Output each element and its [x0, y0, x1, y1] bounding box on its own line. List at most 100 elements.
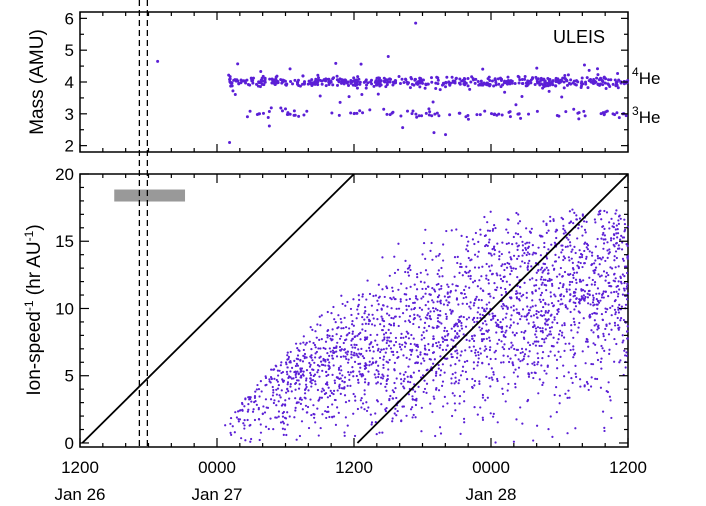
speed-point: [467, 316, 471, 319]
speed-point: [364, 365, 367, 368]
speed-point: [504, 400, 507, 403]
speed-point: [626, 330, 629, 333]
speed-point: [610, 217, 613, 220]
speed-point: [424, 228, 427, 231]
speed-point: [366, 336, 369, 339]
he3-point: [599, 112, 603, 116]
speed-point: [255, 388, 258, 391]
speed-point: [501, 279, 504, 283]
speed-point: [471, 238, 474, 241]
speed-point: [348, 378, 351, 381]
scattered-mass-point: [318, 94, 322, 98]
speed-point: [462, 333, 465, 336]
speed-point: [289, 370, 292, 373]
speed-point: [393, 361, 396, 364]
speed-point: [302, 348, 305, 352]
speed-point: [491, 378, 494, 381]
speed-point: [608, 348, 611, 351]
speed-point: [468, 339, 471, 342]
he3-point: [405, 109, 409, 113]
speed-point: [595, 292, 598, 295]
speed-point: [451, 392, 454, 395]
speed-point: [559, 329, 562, 332]
scattered-mass-point: [547, 89, 551, 93]
speed-point: [512, 304, 515, 308]
speed-point: [547, 355, 550, 358]
speed-point: [565, 236, 568, 239]
speed-point: [314, 421, 317, 424]
speed-point: [616, 284, 620, 288]
speed-point: [573, 353, 576, 356]
speed-point: [290, 377, 294, 380]
speed-point: [527, 372, 530, 375]
speed-point: [445, 338, 448, 342]
speed-point: [617, 265, 620, 268]
speed-point: [519, 265, 522, 268]
speed-point: [416, 345, 420, 348]
speed-point: [300, 374, 303, 377]
speed-point: [382, 325, 386, 328]
speed-point: [604, 279, 607, 282]
speed-point: [600, 296, 604, 299]
speed-point: [350, 339, 353, 342]
speed-point: [431, 299, 434, 302]
speed-point: [492, 373, 495, 376]
he4-point: [523, 77, 527, 81]
speed-point: [419, 280, 423, 283]
speed-point: [546, 319, 549, 322]
speed-point: [324, 347, 327, 350]
he3-point: [527, 112, 531, 116]
speed-point: [381, 431, 384, 434]
speed-point: [523, 252, 526, 255]
speed-point: [568, 283, 571, 286]
speed-point: [329, 350, 332, 353]
speed-point: [294, 388, 297, 391]
speed-point: [456, 325, 459, 328]
speed-point: [399, 378, 403, 381]
speed-point: [559, 281, 562, 285]
speed-point: [548, 277, 551, 281]
speed-point: [575, 218, 579, 221]
speed-point: [485, 307, 488, 310]
speed-point: [432, 306, 435, 310]
speed-point: [551, 321, 554, 324]
speed-point: [439, 355, 442, 358]
he4-point: [513, 81, 517, 85]
speed-point: [391, 397, 394, 400]
speed-point: [332, 392, 335, 396]
speed-point: [575, 281, 578, 284]
speed-point: [514, 386, 517, 389]
speed-point: [575, 297, 578, 300]
speed-point: [407, 304, 411, 308]
speed-point: [382, 363, 385, 367]
speed-point: [535, 271, 538, 274]
speed-point: [268, 378, 271, 381]
speed-point: [489, 412, 492, 415]
speed-point: [431, 343, 435, 346]
speed-point: [621, 257, 625, 260]
speed-point: [435, 370, 438, 373]
speed-point: [389, 394, 392, 398]
speed-point: [478, 326, 481, 329]
he4-point: [366, 81, 370, 85]
speed-point: [509, 272, 512, 276]
speed-point: [494, 349, 497, 352]
speed-point: [562, 284, 565, 287]
speed-point: [531, 277, 534, 280]
speed-point: [414, 403, 418, 407]
speed-point: [626, 257, 629, 260]
speed-point: [563, 322, 566, 325]
speed-point: [577, 301, 581, 304]
scattered-mass-point: [561, 76, 565, 80]
speed-point: [466, 359, 469, 363]
he4-point: [544, 81, 548, 85]
speed-point: [346, 424, 349, 427]
speed-point: [378, 295, 381, 298]
speed-point: [318, 315, 321, 318]
speed-point: [342, 341, 345, 345]
speed-point: [316, 388, 320, 392]
speed-point: [454, 322, 458, 325]
he4-point: [569, 82, 573, 86]
speed-point: [533, 361, 536, 364]
speed-point: [549, 291, 552, 294]
